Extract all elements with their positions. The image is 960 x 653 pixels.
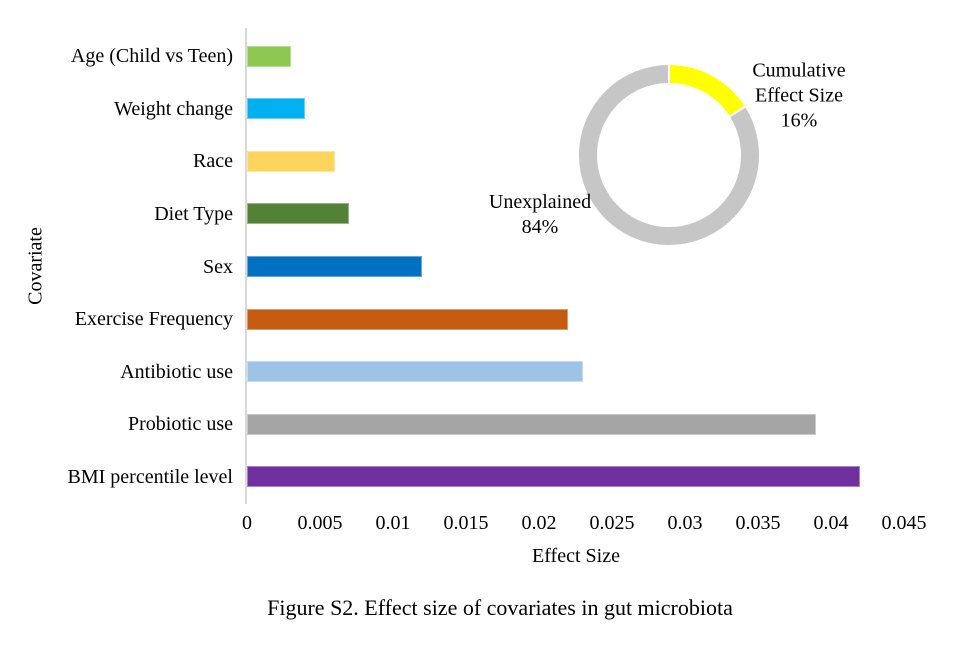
bar-track: [247, 83, 904, 136]
category-label: Sex: [203, 255, 233, 278]
donut-chart: [577, 62, 761, 247]
x-tick-label: 0.035: [735, 512, 781, 534]
y-axis-title: Covariate: [24, 227, 47, 305]
bar: [247, 466, 861, 488]
donut-slice-unexplained: [577, 62, 761, 247]
bar: [247, 256, 423, 278]
category-label: Weight change: [114, 97, 233, 120]
y-axis-line: [245, 28, 247, 504]
category-label: BMI percentile level: [67, 465, 234, 488]
x-tick-label: 0.025: [589, 512, 635, 534]
bar-track: [247, 188, 904, 241]
category-label: Diet Type: [154, 202, 233, 225]
bar-row: Race: [0, 135, 904, 188]
category-label: Race: [193, 150, 233, 173]
bar-row: Weight change: [0, 83, 904, 136]
bar-row: Exercise Frequency: [0, 293, 904, 346]
x-axis-ticks: 0 0.005 0.01 0.015 0.02 0.025 0.03 0.035 0.04 0.0…: [242, 512, 927, 538]
bar: [247, 98, 306, 120]
category-label: Antibiotic use: [120, 360, 233, 383]
x-tick-label: 0.045: [881, 512, 927, 534]
x-tick-label: 0.01: [375, 512, 411, 534]
x-tick-label: 0.015: [443, 512, 489, 534]
x-tick-label: 0.04: [813, 512, 849, 534]
bar-track: [247, 293, 904, 346]
bar: [247, 150, 335, 172]
donut-label-unexplained: Unexplained 84%: [488, 191, 592, 238]
bar: [247, 361, 583, 383]
category-label: Probiotic use: [128, 413, 233, 436]
donut-slice-cumulative-effect-size: [668, 62, 748, 119]
bar-track: [247, 240, 904, 293]
bar-row: BMI percentile level: [0, 451, 904, 504]
x-tick-label: 0.03: [667, 512, 703, 534]
category-label: Exercise Frequency: [74, 308, 233, 331]
bar: [247, 45, 291, 67]
bar-track: [247, 451, 904, 504]
bar-row: Diet Type: [0, 188, 904, 241]
figure-caption: Figure S2. Effect size of covariates in …: [267, 595, 733, 620]
bar-track: [247, 135, 904, 188]
x-tick-label: 0.005: [297, 512, 343, 534]
bar-row: Antibiotic use: [0, 345, 904, 398]
bar-row: Sex: [0, 240, 904, 293]
bar-track: [247, 398, 904, 451]
bar: [247, 203, 350, 225]
x-tick-label: 0: [242, 512, 252, 534]
bar-chart: Age (Child vs Teen) Weight change Race Diet…: [0, 30, 904, 503]
donut-label-cumulative-effect-size: Cumulative Effect Size 16%: [752, 59, 846, 132]
bar-track: [247, 345, 904, 398]
x-tick-label: 0.02: [521, 512, 557, 534]
bar-row: Probiotic use: [0, 398, 904, 451]
bar-row: Age (Child vs Teen): [0, 30, 904, 83]
x-axis-title: Effect Size: [532, 545, 620, 567]
bar: [247, 308, 569, 330]
bar-track: [247, 30, 904, 83]
category-label: Age (Child vs Teen): [70, 45, 233, 68]
bar: [247, 413, 817, 435]
